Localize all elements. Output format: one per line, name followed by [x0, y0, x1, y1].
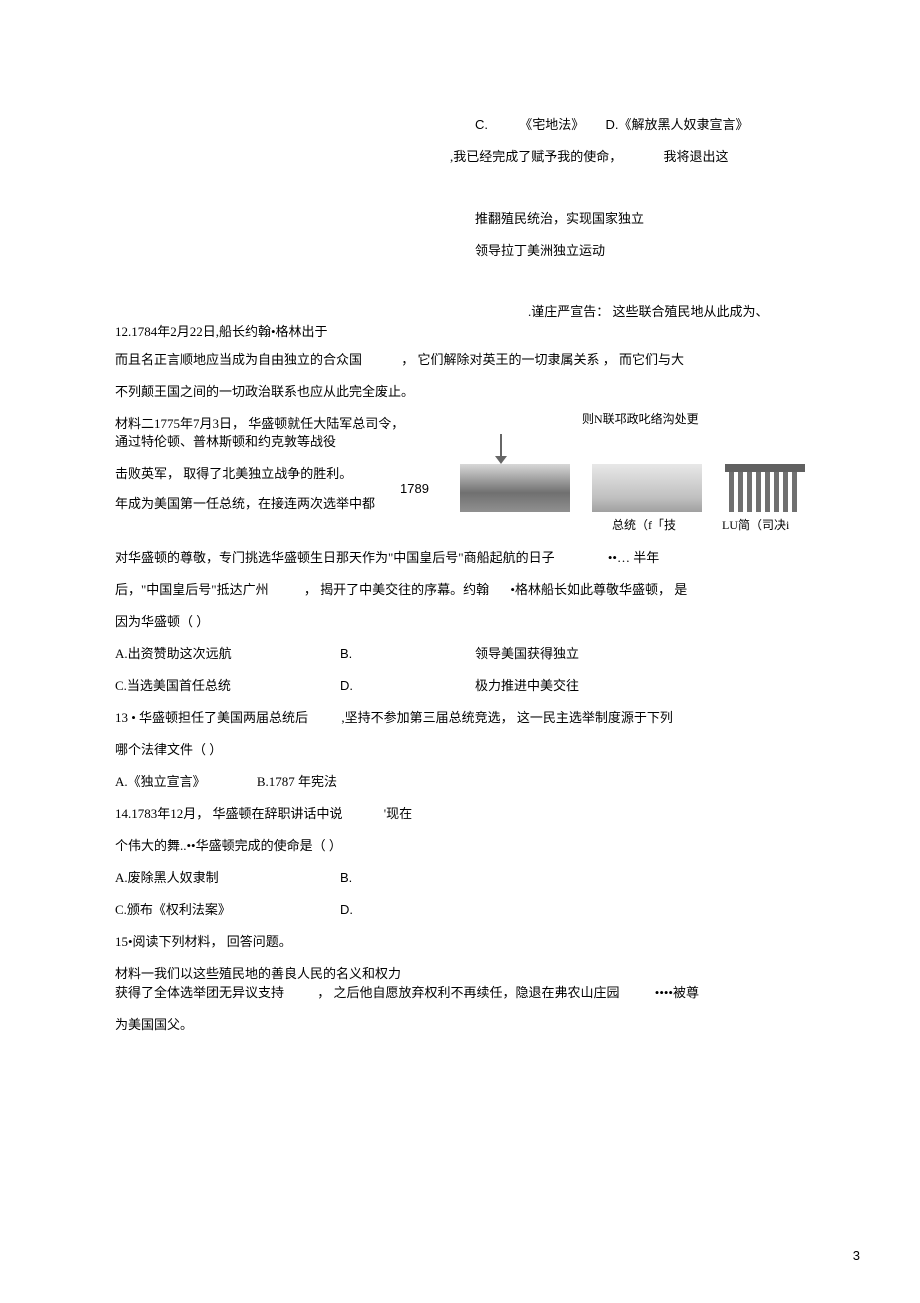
q14-line1: 14.1783年12月， 华盛顿在辞职讲话中说 '现在: [115, 804, 412, 824]
q12-optD-text: 极力推进中美交往: [475, 676, 579, 696]
q12-optB-text: 领导美国获得独立: [475, 644, 579, 664]
diagram-title: 则N联邛政叱络沟处更: [582, 410, 699, 428]
line-declare: .谨庄严宣告： 这些联合殖民地从此成为、: [528, 302, 769, 322]
q12-body3: 因为华盛顿（ ）: [115, 612, 209, 632]
mission-a: ,我已经完成了赋予我的使命，: [450, 149, 622, 164]
q12-body2b: ， 揭开了中美交往的序幕。约翰: [304, 582, 489, 597]
q13-line2: 哪个法律文件（ ）: [115, 740, 222, 760]
q12-body2a: 后，"中国皇后号"抵达广州: [115, 582, 269, 597]
q13-optA: A.《独立宣言》: [115, 774, 206, 789]
q12-optD-label: D.: [340, 676, 353, 696]
q15-line3b: ， 之后他自愿放弃权利不再续任，隐退在弗农山庄园: [317, 985, 619, 1000]
q12-line3: 不列颠王国之间的一切政治联系也应从此完全废止。: [115, 382, 414, 402]
q12-body2c: •格林船长如此尊敬华盛顿， 是: [510, 582, 687, 597]
q15-line3c: ••••被尊: [655, 985, 699, 1000]
line-latin: 领导拉丁美洲独立运动: [475, 241, 605, 261]
q12-optC: C.当选美国首任总统: [115, 676, 231, 696]
q12-line2a: 而且名正言顺地应当成为自由独立的合众国: [115, 352, 362, 367]
q14-optB: B.: [340, 868, 352, 888]
q12-mat2c: 击败英军， 取得了北美独立战争的胜利。: [115, 464, 352, 484]
q14-line1a: 14.1783年12月， 华盛顿在辞职讲话中说: [115, 806, 343, 821]
q12-optA: A.出资赞助这次远航: [115, 644, 232, 664]
q12-body2: 后，"中国皇后号"抵达广州 ， 揭开了中美交往的序幕。约翰 •格林船长如此尊敬华…: [115, 580, 687, 600]
image-capitol: [460, 464, 570, 512]
q13-line1b: ,坚持不参加第三届总统竞选， 这一民主选举制度源于下列: [341, 710, 673, 725]
q13-line1a: 13 • 华盛顿担任了美国两届总统后: [115, 710, 308, 725]
q15-line1: 15•阅读下列材料， 回答问题。: [115, 932, 292, 952]
label-d: D.《解放黑人奴隶宣言》: [606, 117, 749, 132]
q14-line1b: '现在: [384, 806, 412, 821]
q12-mat2b: 通过特伦顿、普林斯顿和约克敦等战役: [115, 432, 336, 452]
caption-president: 总统（f「技: [612, 516, 676, 534]
q15-line2: 材料一我们以这些殖民地的善良人民的名义和权力: [115, 964, 401, 984]
q12-line2: 而且名正言顺地应当成为自由独立的合众国 ， 它们解除对英王的一切隶属关系 ， 而…: [115, 350, 684, 370]
q15-line3: 获得了全体选举团无异议支持 ， 之后他自愿放弃权利不再续任，隐退在弗农山庄园 •…: [115, 983, 699, 1003]
q12-mat2a: 材料二1775年7月3日， 华盛顿就任大陆军总司令，: [115, 414, 404, 434]
q15-line3a: 获得了全体选举团无异议支持: [115, 985, 284, 1000]
label-c: C.: [475, 117, 488, 132]
mission-b: 我将退出这: [664, 149, 729, 164]
q15-line4: 为美国国父。: [115, 1015, 193, 1035]
q12-body1: 对华盛顿的尊敬，专门挑选华盛顿生日那天作为"中国皇后号"商船起航的日子 ••… …: [115, 548, 835, 568]
q12-year: 1789: [400, 479, 429, 499]
image-whitehouse: [592, 464, 702, 512]
line-overthrow: 推翻殖民统治，实现国家独立: [475, 209, 644, 229]
text-c: 《宅地法》: [519, 117, 584, 132]
q13-line1: 13 • 华盛顿担任了美国两届总统后 ,坚持不参加第三届总统竞选， 这一民主选举…: [115, 708, 673, 728]
image-court: [725, 464, 805, 512]
q12-optB-label: B.: [340, 644, 352, 664]
q12-line1: 12.1784年2月22日,船长约翰•格林出于: [115, 322, 328, 342]
caption-court: LU简（司决i: [722, 516, 789, 534]
arrow-head-icon: [495, 456, 507, 464]
q12-line2b: ， 它们解除对英王的一切隶属关系 ， 而它们与大: [401, 352, 684, 367]
q14-line2: 个伟大的舞..••华盛顿完成的使命是（ ）: [115, 836, 342, 856]
q14-optD: D.: [340, 900, 353, 920]
q12-mat2d: 年成为美国第一任总统，在接连两次选举中都: [115, 494, 375, 514]
page-number: 3: [853, 1248, 860, 1263]
q12-body1a: 对华盛顿的尊敬，专门挑选华盛顿生日那天作为"中国皇后号"商船起航的日子: [115, 550, 555, 565]
mission-line: ,我已经完成了赋予我的使命， 我将退出这: [450, 147, 729, 167]
q14-optA: A.废除黑人奴隶制: [115, 868, 219, 888]
q12-body1b: ••… 半年: [608, 550, 659, 565]
q13-opts: A.《独立宣言》 B.1787 年宪法: [115, 772, 337, 792]
q14-optC: C.颁布《权利法案》: [115, 900, 231, 920]
q13-optB: B.1787 年宪法: [257, 774, 337, 789]
q-option-c: C. 《宅地法》 D.《解放黑人奴隶宣言》: [475, 115, 749, 135]
